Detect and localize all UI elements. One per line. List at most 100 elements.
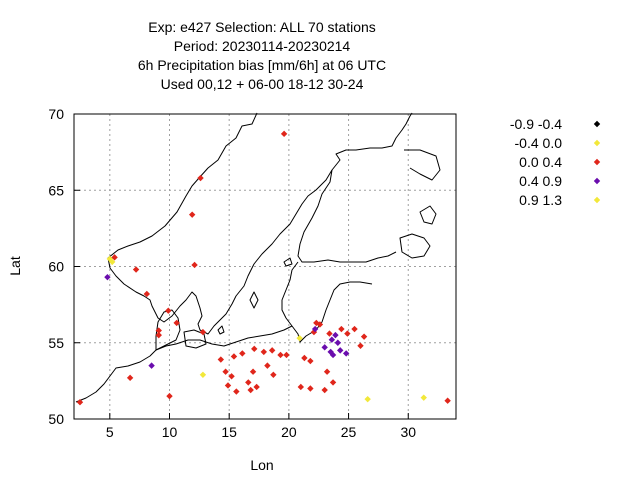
legend: -0.9 -0.4 -0.4 0.0 0.0 0.4 0.4 0.9 0.9 1.3 [510,116,601,208]
title-line-4: Used 00,12 + 06-00 18-12 30-24 [161,76,364,92]
x-tick-label: 20 [281,424,297,440]
coastline-scandinavia [107,112,413,335]
x-tick-label: 25 [341,424,357,440]
data-point [111,254,118,261]
x-tick-label: 10 [162,424,178,440]
data-point [307,357,314,365]
data-point [444,397,451,404]
data-point [188,211,196,218]
data-point [230,353,238,360]
data-point [191,261,198,269]
title-line-2: Period: 20230114-20230214 [174,38,351,54]
y-tick-label: 60 [48,259,64,275]
data-point [280,130,288,138]
data-point [338,325,345,333]
coastline-north-sea [75,349,157,403]
coastline-gulf-bothnia [297,169,397,263]
legend-label: 0.9 1.3 [519,192,562,208]
data-point [351,325,358,333]
data-point [316,321,324,328]
data-points [76,130,451,406]
data-point [357,342,364,349]
data-point [104,273,111,281]
data-point [260,348,268,356]
data-point [217,356,225,363]
data-point [233,388,240,395]
y-axis-label: Lat [7,256,23,276]
y-tick-label: 50 [48,411,64,427]
y-tick-label: 65 [48,182,64,198]
legend-label: 0.4 0.9 [519,173,562,189]
legend-marker [593,139,601,147]
data-point [132,266,140,273]
data-point [148,362,155,369]
gridlines [74,114,456,419]
data-point [283,351,290,359]
x-axis-label: Lon [250,457,273,473]
legend-label: 0.0 0.4 [519,154,562,170]
data-point [342,350,350,357]
data-point [166,392,173,400]
data-point [165,307,172,314]
data-point [297,383,305,391]
data-point [245,379,252,386]
data-point [247,386,254,394]
data-point [155,331,162,339]
y-tick-label: 70 [48,106,64,122]
data-point [329,379,337,386]
data-point [76,399,84,406]
legend-marker [593,196,601,204]
data-point [239,350,246,357]
data-point [323,368,331,375]
data-point [344,330,351,337]
data-point [251,345,258,353]
data-point [326,330,333,337]
coastline-aland [283,257,293,267]
legend-label: -0.4 0.0 [515,135,563,151]
data-point [311,325,319,333]
data-point [173,319,180,327]
x-tick-label: 30 [400,424,416,440]
data-point [224,382,232,389]
data-point [249,368,257,375]
data-point [420,394,427,401]
data-point [321,386,328,394]
data-point [307,385,314,392]
legend-marker [593,177,601,185]
data-point [253,383,260,391]
data-point [334,339,342,346]
data-point [228,373,235,380]
coastline-baltic-states [281,261,373,343]
coastline-ladoga [399,233,431,259]
data-point [270,371,277,378]
legend-label: -0.9 -0.4 [510,116,562,132]
data-point [197,174,204,182]
data-point [126,374,134,382]
data-point [364,395,371,403]
coastline-bornholm [217,325,225,335]
title-line-3: 6h Precipitation bias [mm/6h] at 06 UTC [138,57,386,73]
x-tick-label: 5 [106,424,114,440]
data-point [199,371,207,378]
data-point [143,290,151,298]
coastline-danish-islands [183,329,207,349]
data-point [199,328,207,336]
data-point [332,331,339,339]
data-point [360,333,368,340]
coastline-onega [419,205,437,225]
data-point [337,347,344,354]
data-point [321,344,328,351]
coastline-south-baltic [155,325,293,351]
data-point [301,354,308,362]
legend-marker [593,120,601,128]
data-point [329,351,337,359]
chart-title: Exp: e427 Selection: ALL 70 stations Per… [138,19,386,92]
data-point [296,334,303,342]
data-point [268,347,276,354]
data-point [155,327,162,334]
x-tick-label: 15 [221,424,237,440]
coastline-gotland [249,291,259,309]
y-tick-label: 55 [48,335,64,351]
data-point [264,362,271,369]
